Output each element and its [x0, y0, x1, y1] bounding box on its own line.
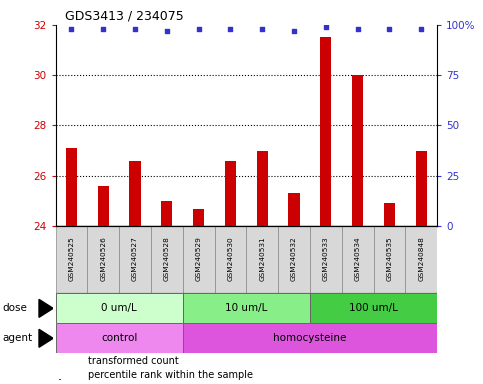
- Point: [417, 26, 425, 32]
- Text: GSM240532: GSM240532: [291, 236, 297, 281]
- Polygon shape: [39, 300, 53, 317]
- Bar: [246, 226, 278, 293]
- Text: GSM240530: GSM240530: [227, 236, 233, 281]
- Bar: [183, 293, 310, 323]
- Text: 100 um/L: 100 um/L: [349, 303, 398, 313]
- Bar: [151, 226, 183, 293]
- Text: GSM240848: GSM240848: [418, 236, 424, 281]
- Bar: [183, 323, 437, 353]
- Text: GSM240529: GSM240529: [196, 236, 201, 281]
- Text: 10 um/L: 10 um/L: [225, 303, 268, 313]
- Bar: [87, 226, 119, 293]
- Bar: [59, 379, 61, 380]
- Point: [385, 26, 393, 32]
- Point: [131, 26, 139, 32]
- Point: [195, 26, 202, 32]
- Bar: [225, 161, 236, 226]
- Bar: [161, 201, 172, 226]
- Bar: [320, 37, 331, 226]
- Bar: [278, 226, 310, 293]
- Point: [227, 26, 234, 32]
- Bar: [310, 226, 342, 293]
- Bar: [119, 226, 151, 293]
- Bar: [98, 186, 109, 226]
- Text: GSM240527: GSM240527: [132, 236, 138, 281]
- Bar: [384, 204, 395, 226]
- Point: [163, 28, 170, 34]
- Bar: [66, 148, 77, 226]
- Bar: [373, 226, 405, 293]
- Bar: [56, 323, 183, 353]
- Text: percentile rank within the sample: percentile rank within the sample: [88, 371, 253, 381]
- Bar: [56, 293, 183, 323]
- Bar: [288, 194, 299, 226]
- Text: GSM240534: GSM240534: [355, 236, 361, 281]
- Bar: [342, 226, 373, 293]
- Bar: [256, 151, 268, 226]
- Bar: [193, 209, 204, 226]
- Text: GSM240528: GSM240528: [164, 236, 170, 281]
- Bar: [183, 226, 214, 293]
- Bar: [405, 226, 437, 293]
- Bar: [129, 161, 141, 226]
- Point: [99, 26, 107, 32]
- Point: [354, 26, 361, 32]
- Text: GSM240533: GSM240533: [323, 236, 329, 281]
- Text: GSM240525: GSM240525: [69, 236, 74, 281]
- Bar: [56, 226, 87, 293]
- Text: GSM240535: GSM240535: [386, 236, 392, 281]
- Text: 0 um/L: 0 um/L: [101, 303, 137, 313]
- Text: transformed count: transformed count: [88, 356, 179, 366]
- Text: GDS3413 / 234075: GDS3413 / 234075: [65, 10, 184, 23]
- Text: homocysteine: homocysteine: [273, 333, 347, 343]
- Text: dose: dose: [2, 303, 28, 313]
- Point: [258, 26, 266, 32]
- Bar: [352, 75, 363, 226]
- Bar: [214, 226, 246, 293]
- Text: control: control: [101, 333, 137, 343]
- Point: [322, 23, 330, 30]
- Text: agent: agent: [2, 333, 32, 343]
- Text: GSM240531: GSM240531: [259, 236, 265, 281]
- Text: GSM240526: GSM240526: [100, 236, 106, 281]
- Point: [68, 26, 75, 32]
- Polygon shape: [39, 329, 53, 347]
- Bar: [310, 293, 437, 323]
- Bar: [59, 364, 61, 366]
- Bar: [416, 151, 427, 226]
- Point: [290, 28, 298, 34]
